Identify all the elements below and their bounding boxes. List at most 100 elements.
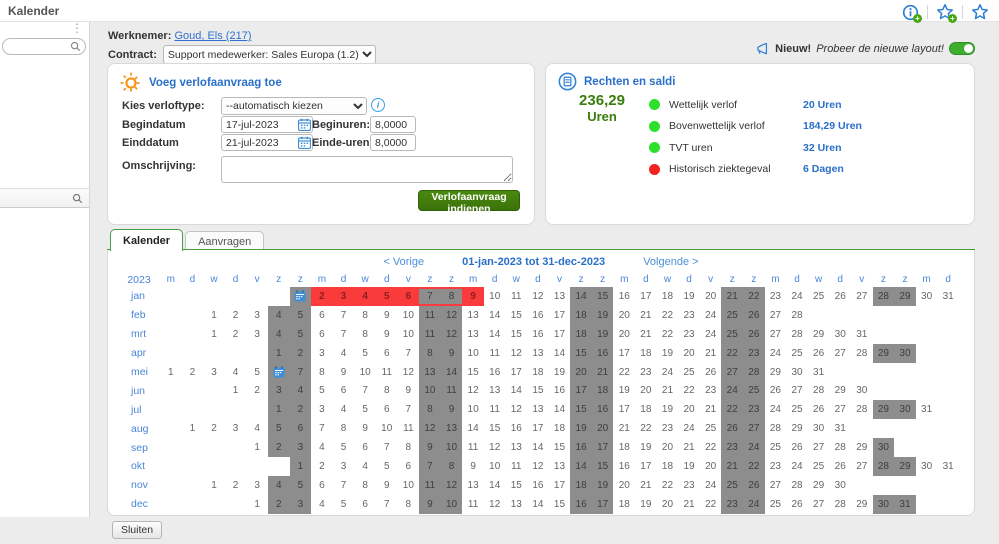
day-cell[interactable]: 6 — [362, 498, 368, 510]
day-cell[interactable]: 24 — [791, 290, 803, 302]
day-cell[interactable]: 30 — [791, 366, 803, 378]
day-cell[interactable]: 9 — [383, 479, 390, 491]
day-cell[interactable]: 12 — [467, 385, 479, 397]
day-cell[interactable]: 16 — [532, 328, 544, 340]
day-cell[interactable]: 11 — [419, 475, 441, 495]
day-cell[interactable]: 25 — [721, 305, 744, 325]
day-cell[interactable]: 27 — [743, 419, 765, 439]
day-cell[interactable]: 26 — [834, 290, 846, 302]
day-cell[interactable]: 29 — [856, 498, 868, 510]
day-cell[interactable]: 18 — [618, 498, 630, 510]
day-cell[interactable]: 8 — [362, 309, 368, 321]
day-cell[interactable]: 17 — [553, 328, 566, 340]
day-cell[interactable]: 25 — [813, 460, 825, 472]
day-cell[interactable]: 9 — [419, 494, 441, 514]
day-cell[interactable]: 14 — [489, 479, 501, 491]
day-cell[interactable]: 25 — [791, 404, 803, 416]
day-cell[interactable]: 3 — [319, 347, 325, 359]
day-cell[interactable]: 29 — [813, 479, 825, 491]
day-cell[interactable]: 26 — [834, 460, 846, 472]
day-cell[interactable]: 7 — [319, 423, 325, 435]
day-cell[interactable]: 24 — [721, 381, 744, 401]
day-cell[interactable]: 18 — [570, 305, 592, 325]
day-cell[interactable]: 9 — [362, 423, 368, 435]
day-cell[interactable]: 27 — [791, 385, 803, 397]
einddatum-calendar-icon[interactable] — [297, 135, 312, 150]
day-cell[interactable]: 3 — [254, 328, 260, 340]
day-cell[interactable]: 7 — [419, 457, 441, 476]
day-cell[interactable]: 4 — [267, 324, 290, 344]
day-cell[interactable]: 5 — [362, 347, 368, 359]
omschrijving-textarea[interactable] — [221, 156, 513, 183]
day-cell[interactable]: 21 — [721, 457, 744, 476]
day-cell[interactable]: 11 — [381, 366, 392, 378]
day-cell[interactable]: 22 — [721, 400, 744, 420]
day-cell[interactable]: 9 — [383, 309, 390, 321]
day-cell[interactable]: 6 — [405, 460, 412, 472]
day-cell[interactable]: 1 — [254, 498, 260, 510]
day-cell[interactable]: 4 — [267, 305, 290, 325]
day-cell[interactable]: 16 — [570, 494, 592, 514]
day-cell[interactable]: 27 — [834, 347, 846, 359]
day-cell[interactable]: 18 — [553, 423, 566, 435]
day-cell[interactable]: 13 — [553, 460, 566, 472]
day-cell[interactable]: 19 — [570, 419, 592, 439]
day-cell[interactable]: 1 — [211, 309, 217, 321]
day-cell[interactable]: 10 — [402, 309, 414, 321]
tab-kalender[interactable]: Kalender — [110, 229, 184, 251]
day-cell[interactable]: 28 — [791, 479, 803, 491]
day-cell[interactable]: 30 — [872, 494, 895, 514]
day-cell[interactable]: 19 — [683, 290, 695, 302]
day-cell[interactable]: 16 — [532, 309, 544, 321]
day-cell[interactable]: 11 — [419, 305, 441, 325]
day-cell[interactable]: 5 — [375, 287, 398, 306]
day-cell[interactable]: 28 — [856, 404, 868, 416]
day-cell[interactable]: 16 — [618, 290, 630, 302]
day-cell[interactable]: 22 — [743, 457, 765, 476]
day-cell[interactable]: 8 — [405, 498, 412, 510]
einddatum-input[interactable] — [221, 134, 313, 151]
day-cell[interactable]: 24 — [791, 460, 803, 472]
day-cell[interactable]: 3 — [332, 287, 355, 306]
day-cell[interactable]: 7 — [340, 309, 347, 321]
day-cell[interactable]: 17 — [570, 381, 592, 401]
day-cell[interactable]: 22 — [721, 343, 744, 363]
day-cell[interactable]: 6 — [383, 347, 390, 359]
day-cell[interactable]: 7 — [383, 498, 390, 510]
day-cell[interactable]: 2 — [289, 400, 312, 420]
day-cell[interactable]: 17 — [640, 460, 652, 472]
day-cell[interactable]: 13 — [467, 479, 479, 491]
day-cell[interactable]: 8 — [340, 423, 347, 435]
day-cell[interactable]: 2 — [319, 460, 325, 472]
day-cell[interactable]: 23 — [661, 423, 674, 435]
day-cell[interactable]: 14 — [489, 328, 501, 340]
day-cell[interactable]: 12 — [489, 442, 501, 454]
day-cell[interactable]: 30 — [834, 479, 846, 491]
day-cell[interactable]: 14 — [553, 404, 566, 416]
day-cell[interactable]: 16 — [570, 438, 592, 458]
day-cell[interactable]: 27 — [813, 442, 825, 454]
day-cell[interactable]: 5 — [289, 475, 312, 495]
day-cell[interactable]: 2 — [232, 479, 239, 491]
day-cell[interactable]: 6 — [362, 442, 368, 454]
day-cell[interactable]: 24 — [661, 366, 674, 378]
day-cell[interactable]: 1 — [189, 423, 196, 435]
day-cell[interactable]: 9 — [340, 366, 347, 378]
nav-next[interactable]: Volgende > — [643, 256, 699, 268]
day-cell[interactable]: 4 — [254, 423, 260, 435]
day-cell[interactable]: 20 — [618, 309, 630, 321]
day-cell[interactable]: 6 — [319, 309, 325, 321]
day-cell[interactable]: 15 — [553, 442, 566, 454]
day-cell[interactable]: 27 — [769, 479, 781, 491]
day-cell[interactable]: 15 — [489, 423, 501, 435]
day-cell[interactable]: 21 — [705, 347, 717, 359]
day-cell[interactable]: 19 — [618, 385, 630, 397]
day-cell[interactable]: 26 — [791, 442, 803, 454]
day-cell[interactable]: 8 — [383, 385, 390, 397]
day-cell[interactable]: 2 — [189, 366, 196, 378]
day-cell[interactable]: 16 — [618, 460, 630, 472]
day-cell[interactable]: 11 — [419, 324, 441, 344]
day-cell[interactable]: 21 — [591, 362, 614, 382]
day-cell[interactable]: 13 — [532, 404, 544, 416]
day-cell[interactable]: 18 — [591, 381, 614, 401]
